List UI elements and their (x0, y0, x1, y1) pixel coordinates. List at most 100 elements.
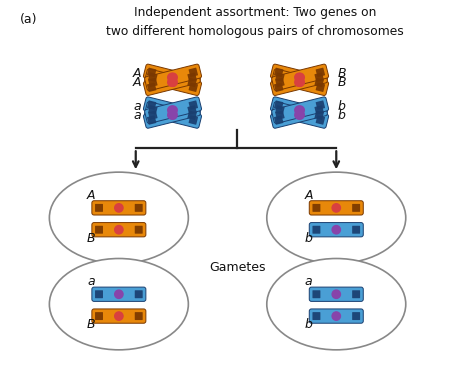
FancyBboxPatch shape (147, 83, 156, 92)
FancyBboxPatch shape (92, 223, 146, 237)
Text: b: b (337, 100, 345, 113)
FancyBboxPatch shape (187, 110, 197, 120)
FancyBboxPatch shape (309, 287, 363, 301)
Circle shape (168, 106, 176, 114)
Circle shape (168, 73, 176, 82)
Circle shape (115, 312, 123, 320)
FancyBboxPatch shape (148, 110, 157, 120)
Circle shape (332, 225, 340, 234)
Ellipse shape (267, 259, 406, 350)
Text: a: a (133, 100, 141, 113)
Circle shape (296, 111, 304, 119)
FancyBboxPatch shape (144, 102, 201, 128)
FancyBboxPatch shape (145, 69, 201, 96)
FancyBboxPatch shape (187, 78, 197, 87)
FancyBboxPatch shape (274, 115, 283, 125)
FancyBboxPatch shape (275, 110, 284, 120)
Circle shape (115, 290, 123, 298)
FancyBboxPatch shape (148, 78, 157, 87)
FancyBboxPatch shape (309, 201, 363, 215)
FancyBboxPatch shape (147, 68, 156, 77)
FancyBboxPatch shape (271, 102, 328, 128)
Text: a: a (133, 109, 141, 122)
Text: A: A (132, 67, 141, 80)
FancyBboxPatch shape (92, 309, 146, 323)
Text: A: A (304, 189, 313, 202)
FancyBboxPatch shape (189, 68, 198, 77)
Circle shape (115, 204, 123, 212)
Text: A: A (87, 189, 96, 202)
FancyBboxPatch shape (309, 223, 363, 237)
FancyBboxPatch shape (275, 73, 284, 82)
FancyBboxPatch shape (275, 78, 284, 87)
Circle shape (296, 78, 304, 86)
FancyBboxPatch shape (271, 64, 328, 91)
FancyBboxPatch shape (135, 312, 143, 320)
FancyBboxPatch shape (274, 100, 283, 110)
FancyBboxPatch shape (148, 105, 157, 115)
Circle shape (169, 111, 177, 119)
Circle shape (169, 78, 177, 86)
FancyBboxPatch shape (95, 290, 103, 298)
Text: A: A (132, 76, 141, 89)
FancyBboxPatch shape (271, 97, 328, 123)
FancyBboxPatch shape (272, 102, 328, 128)
FancyBboxPatch shape (148, 73, 157, 82)
FancyBboxPatch shape (95, 312, 103, 320)
FancyBboxPatch shape (135, 204, 143, 212)
Text: B: B (87, 232, 96, 245)
Circle shape (296, 106, 304, 114)
FancyBboxPatch shape (352, 290, 360, 298)
Text: a: a (87, 275, 95, 288)
FancyBboxPatch shape (274, 68, 283, 77)
FancyBboxPatch shape (272, 64, 328, 91)
FancyBboxPatch shape (352, 226, 360, 234)
Circle shape (332, 290, 340, 298)
FancyBboxPatch shape (272, 97, 328, 123)
Ellipse shape (49, 259, 188, 350)
Circle shape (295, 73, 303, 82)
FancyBboxPatch shape (95, 226, 103, 234)
FancyBboxPatch shape (147, 100, 156, 110)
FancyBboxPatch shape (144, 69, 201, 96)
FancyBboxPatch shape (275, 105, 284, 115)
FancyBboxPatch shape (187, 73, 197, 82)
Text: b: b (337, 109, 345, 122)
Text: B: B (337, 76, 346, 89)
FancyBboxPatch shape (352, 312, 360, 320)
FancyBboxPatch shape (314, 78, 324, 87)
Text: a: a (304, 275, 312, 288)
FancyBboxPatch shape (144, 64, 201, 91)
FancyBboxPatch shape (312, 204, 320, 212)
FancyBboxPatch shape (135, 226, 143, 234)
FancyBboxPatch shape (352, 204, 360, 212)
FancyBboxPatch shape (312, 226, 320, 234)
Circle shape (332, 312, 340, 320)
FancyBboxPatch shape (316, 100, 325, 110)
FancyBboxPatch shape (274, 83, 283, 92)
Text: b: b (304, 318, 312, 331)
FancyBboxPatch shape (187, 105, 197, 115)
Ellipse shape (267, 172, 406, 264)
Text: b: b (304, 232, 312, 245)
FancyBboxPatch shape (145, 102, 201, 128)
Circle shape (168, 78, 176, 86)
Circle shape (296, 73, 304, 82)
FancyBboxPatch shape (314, 105, 324, 115)
FancyBboxPatch shape (314, 110, 324, 120)
Text: B: B (337, 67, 346, 80)
FancyBboxPatch shape (189, 115, 198, 125)
FancyBboxPatch shape (95, 204, 103, 212)
FancyBboxPatch shape (314, 73, 324, 82)
Text: (a): (a) (19, 13, 37, 26)
FancyBboxPatch shape (144, 97, 201, 123)
FancyBboxPatch shape (272, 69, 328, 96)
FancyBboxPatch shape (92, 287, 146, 301)
FancyBboxPatch shape (271, 69, 328, 96)
FancyBboxPatch shape (316, 115, 325, 125)
FancyBboxPatch shape (92, 201, 146, 215)
FancyBboxPatch shape (135, 290, 143, 298)
Text: B: B (87, 318, 96, 331)
Circle shape (295, 106, 303, 114)
Circle shape (332, 204, 340, 212)
